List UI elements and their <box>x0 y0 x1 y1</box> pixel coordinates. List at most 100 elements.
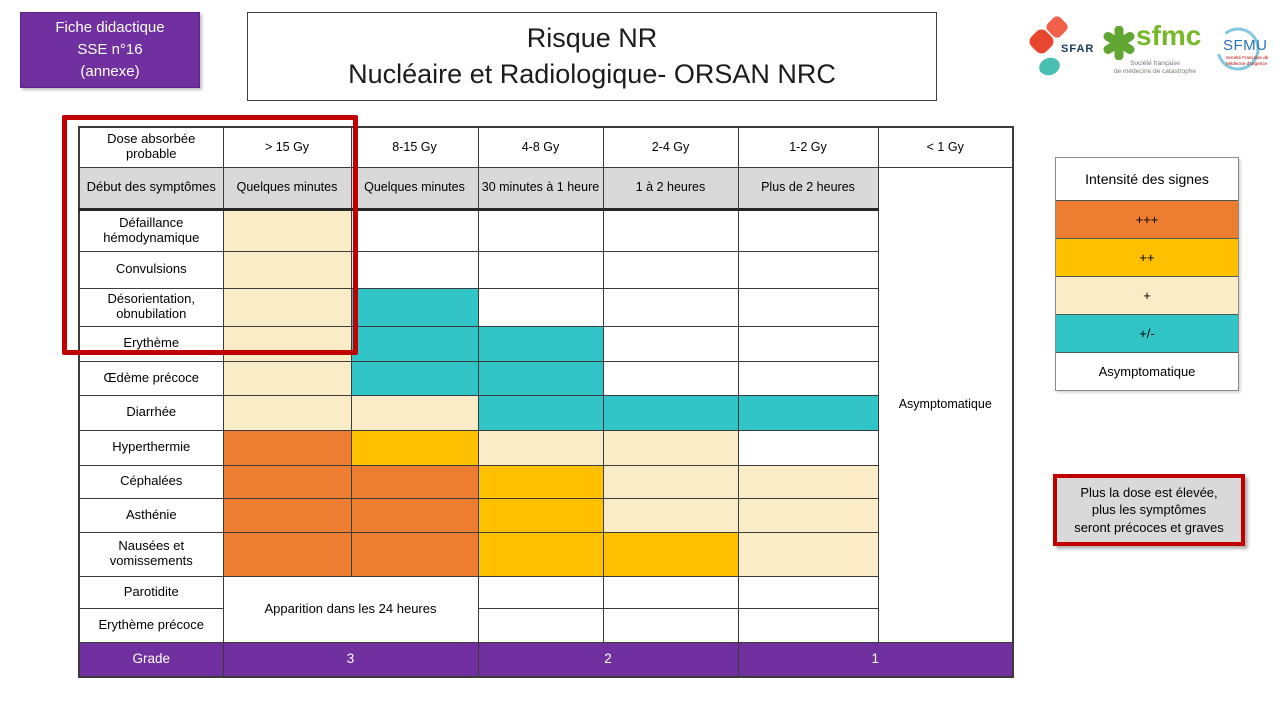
cell-grade-c2: 2 <box>477 641 739 678</box>
row-label-desorientation-obnubilation: Désorientation, obnubilation <box>78 287 224 327</box>
cell-desorientation-obnubilation-c3 <box>477 287 604 327</box>
note-line-1: Plus la dose est élevée, <box>1080 484 1218 500</box>
cell-asthenie-c3 <box>477 497 604 533</box>
sfmc-subtitle-line-2: de médecine de catastrophe <box>1113 68 1197 76</box>
cell-nausees-et-vomissements-c3 <box>477 531 604 577</box>
row-label-hyperthermie: Hyperthermie <box>78 429 224 466</box>
cell-erytheme-precoce-c3 <box>737 607 879 643</box>
row-label-erytheme: Erythème <box>78 325 224 362</box>
cell-parotidite-c2 <box>477 575 604 609</box>
row-label-oedeme-precoce: Œdème précoce <box>78 360 224 396</box>
cell-debut-des-symptomes-c2: Quelques minutes <box>350 166 479 211</box>
cell-nausees-et-vomissements-c5 <box>737 531 879 577</box>
row-label-parotidite: Parotidite <box>78 575 224 609</box>
sfmu-logo-subtitle: Société Française de Médecine d'Urgence <box>1226 55 1268 67</box>
col-header-8-15-gy: 8-15 Gy <box>350 126 479 168</box>
row-label-nausees-et-vomissements: Nausées et vomissements <box>78 531 224 577</box>
cell-diarrhee-c4 <box>602 394 739 431</box>
slide-title: Risque NR Nucléaire et Radiologique- ORS… <box>247 12 937 101</box>
sfar-teal-blob-icon <box>1036 55 1063 78</box>
cell-desorientation-obnubilation-c2 <box>350 287 479 327</box>
cell-oedeme-precoce-c3 <box>477 360 604 396</box>
col-header-1-2-gy: 1-2 Gy <box>737 126 879 168</box>
cell-oedeme-precoce-c4 <box>602 360 739 396</box>
cell-hyperthermie-c5 <box>737 429 879 466</box>
legend-items: +++ ++ + +/- Asymptomatique <box>1056 200 1238 390</box>
cell-nausees-et-vomissements-c2 <box>350 531 479 577</box>
cell-desorientation-obnubilation-c1 <box>222 287 352 327</box>
note-line-3: seront précoces et graves <box>1074 519 1224 535</box>
cell-nausees-et-vomissements-c4 <box>602 531 739 577</box>
cell-debut-des-symptomes-c4: 1 à 2 heures <box>602 166 739 211</box>
legend-item-asymptomatique: Asymptomatique <box>1056 352 1238 390</box>
col-header-15-gy: > 15 Gy <box>222 126 352 168</box>
row-label-grade: Grade <box>78 641 224 678</box>
cell-asthenie-c1 <box>222 497 352 533</box>
badge-line-3: (annexe) <box>80 62 140 80</box>
cell-diarrhee-c2 <box>350 394 479 431</box>
cell-erytheme-c1 <box>222 325 352 362</box>
cell-oedeme-precoce-c2 <box>350 360 479 396</box>
fiche-badge: Fiche didactique SSE n°16 (annexe) <box>20 12 200 88</box>
cell-debut-des-symptomes-c3: 30 minutes à 1 heure <box>477 166 604 211</box>
col-header-2-4-gy: 2-4 Gy <box>602 126 739 168</box>
cell-cephalees-c4 <box>602 464 739 499</box>
cell-nausees-et-vomissements-c1 <box>222 531 352 577</box>
cell-defaillance-hemodynamique-c5 <box>737 208 879 252</box>
star-of-life-icon <box>1103 26 1135 60</box>
cell-hyperthermie-c3 <box>477 429 604 466</box>
row-label-erytheme-precoce: Erythème précoce <box>78 607 224 643</box>
legend-item-: ++ <box>1056 238 1238 276</box>
sfmu-subtitle-line-2: Médecine d'Urgence <box>1226 60 1268 66</box>
cell-hyperthermie-c4 <box>602 429 739 466</box>
cell-defaillance-hemodynamique-c3 <box>477 208 604 252</box>
cell-defaillance-hemodynamique-c1 <box>222 208 352 252</box>
legend-item-: +/- <box>1056 314 1238 352</box>
cell-convulsions-c1 <box>222 250 352 289</box>
cell-grade-c3: 1 <box>737 641 1014 678</box>
cell-convulsions-c5 <box>737 250 879 289</box>
dose-symptom-table: Dose absorbée probable > 15 Gy 8-15 Gy 4-8 … <box>78 126 1014 678</box>
cell-debut-des-symptomes-c1: Quelques minutes <box>222 166 352 211</box>
cell-diarrhee-c5 <box>737 394 879 431</box>
legend-title: Intensité des signes <box>1056 158 1238 200</box>
sfar-logo-label: SFAR <box>1061 43 1095 55</box>
sfmc-subtitle-line-1: Société française <box>1130 60 1180 67</box>
cell-erytheme-c5 <box>737 325 879 362</box>
row-label-asthenie: Asthénie <box>78 497 224 533</box>
row-label-debut-des-symptomes: Début des symptômes <box>78 166 224 211</box>
sfmu-logo-label: SFMU <box>1223 37 1268 54</box>
note-line-2: plus les symptômes <box>1091 502 1207 518</box>
cell-cephalees-c2 <box>350 464 479 499</box>
sfmu-logo: SFMU Société Française de Médecine d'Urg… <box>1212 24 1270 82</box>
cell-erytheme-precoce-c1 <box>477 607 604 643</box>
col-header-4-8-gy: 4-8 Gy <box>477 126 604 168</box>
row-label-diarrhee: Diarrhée <box>78 394 224 431</box>
cell-asthenie-c2 <box>350 497 479 533</box>
cell-asthenie-c5 <box>737 497 879 533</box>
title-line-2: Nucléaire et Radiologique- ORSAN NRC <box>348 58 836 89</box>
cell-erytheme-c3 <box>477 325 604 362</box>
badge-line-2: SSE n°16 <box>77 41 143 59</box>
cell-erytheme-c4 <box>602 325 739 362</box>
cell-diarrhee-c1 <box>222 394 352 431</box>
cell-debut-des-symptomes-c5: Plus de 2 heures <box>737 166 879 211</box>
sfmu-circle-icon <box>1216 27 1260 71</box>
cell-parotidite-c3 <box>602 575 739 609</box>
apparition-24h-cell: Apparition dans les 24 heures <box>222 575 479 643</box>
cell-hyperthermie-c1 <box>222 429 352 466</box>
row-label-defaillance-hemodynamique: Défaillance hémodynamique <box>78 208 224 252</box>
cell-cephalees-c5 <box>737 464 879 499</box>
legend-item-: + <box>1056 276 1238 314</box>
cell-asthenie-c4 <box>602 497 739 533</box>
col-header-1-gy: < 1 Gy <box>877 126 1014 168</box>
cell-convulsions-c3 <box>477 250 604 289</box>
cell-desorientation-obnubilation-c4 <box>602 287 739 327</box>
cell-convulsions-c4 <box>602 250 739 289</box>
dose-note-box: Plus la dose est élevée, plus les symptô… <box>1053 474 1245 546</box>
intensity-legend: Intensité des signes +++ ++ + +/- Asymptomat… <box>1055 157 1239 391</box>
cell-defaillance-hemodynamique-c4 <box>602 208 739 252</box>
row-label-cephalees: Céphalées <box>78 464 224 499</box>
badge-line-1: Fiche didactique <box>55 19 165 37</box>
